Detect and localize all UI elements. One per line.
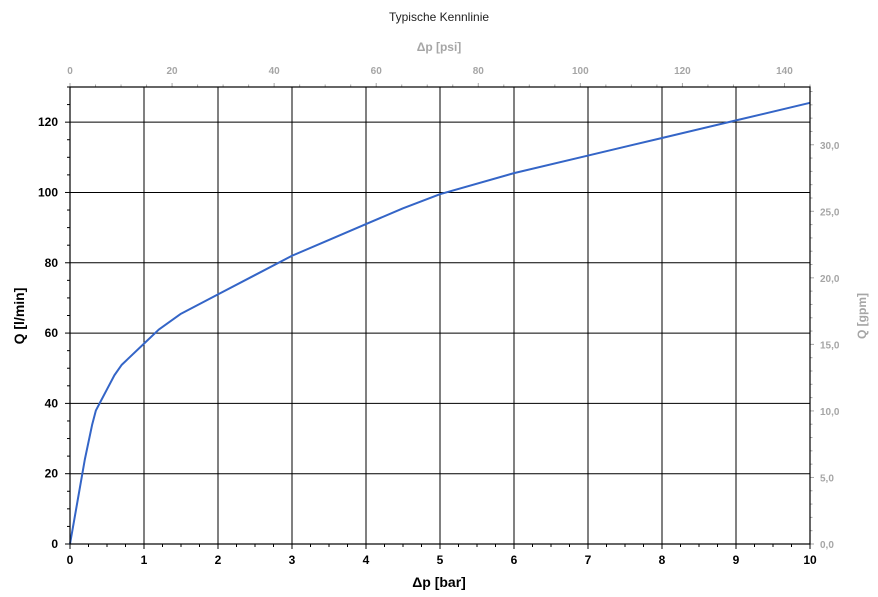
x-tick-label: 9 <box>733 553 740 567</box>
x-tick-label: 10 <box>803 553 817 567</box>
x2-tick-label: 0 <box>67 66 73 77</box>
x-tick-label: 5 <box>437 553 444 567</box>
x2-tick-label: 60 <box>371 66 383 77</box>
y2-tick-label: 10,0 <box>820 407 840 418</box>
x2-tick-label: 20 <box>167 66 179 77</box>
x2-tick-label: 40 <box>269 66 281 77</box>
y2-tick-label: 15,0 <box>820 340 840 351</box>
x-tick-label: 6 <box>511 553 518 567</box>
y-tick-label: 80 <box>45 256 59 270</box>
y-axis-label: Q [l/min] <box>11 288 27 345</box>
y2-axis-label: Q [gpm] <box>855 293 869 339</box>
x2-tick-label: 140 <box>776 66 793 77</box>
x-axis-label: Δp [bar] <box>412 574 466 590</box>
x2-tick-label: 120 <box>674 66 691 77</box>
y-tick-label: 20 <box>45 467 59 481</box>
x-tick-label: 3 <box>289 553 296 567</box>
x2-axis-label: Δp [psi] <box>417 40 462 54</box>
y-tick-label: 40 <box>45 396 59 410</box>
x2-tick-label: 80 <box>473 66 485 77</box>
x2-tick-label: 100 <box>572 66 589 77</box>
x-tick-label: 8 <box>659 553 666 567</box>
plot-frame <box>69 86 811 545</box>
chart-title: Typische Kennlinie <box>389 10 489 24</box>
y-tick-label: 100 <box>38 185 58 199</box>
series-line <box>69 101 811 545</box>
y-tick-label: 120 <box>38 115 58 129</box>
gridlines <box>70 87 810 544</box>
y2-tick-label: 20,0 <box>820 274 840 285</box>
series-group <box>69 101 811 545</box>
x-tick-label: 2 <box>215 553 222 567</box>
x-tick-label: 7 <box>585 553 592 567</box>
x-tick-label: 1 <box>141 553 148 567</box>
x-tick-label: 4 <box>363 553 370 567</box>
y-tick-label: 0 <box>51 537 58 551</box>
y2-tick-label: 25,0 <box>820 207 840 218</box>
y-tick-label: 60 <box>45 326 59 340</box>
y2-tick-label: 0,0 <box>820 540 834 551</box>
y2-tick-label: 30,0 <box>820 141 840 152</box>
y2-tick-label: 5,0 <box>820 473 834 484</box>
x-tick-label: 0 <box>67 553 74 567</box>
